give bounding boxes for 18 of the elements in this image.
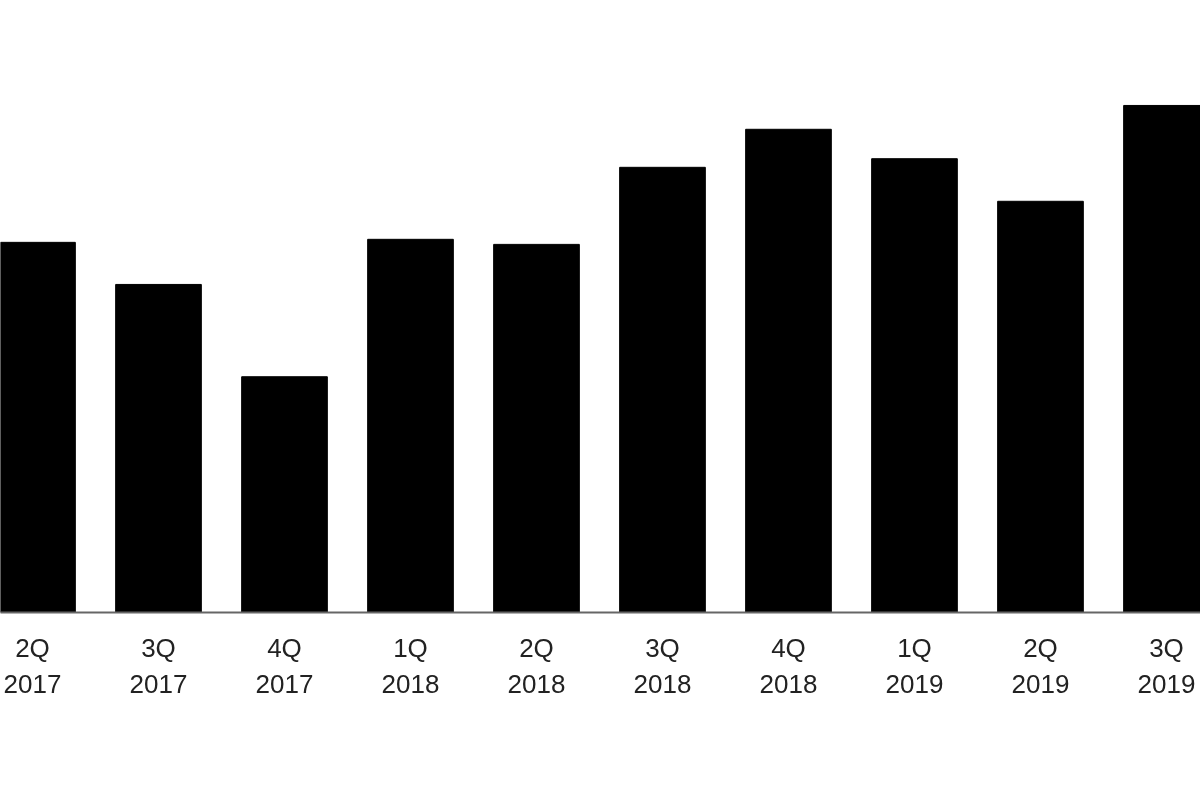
bar (115, 283, 202, 613)
x-tick-label: 4Q 2018 (759, 632, 818, 699)
x-tick-label: 1Q 2018 (381, 632, 440, 699)
x-tick-label: 3Q 2019 (1137, 632, 1196, 699)
bar (367, 238, 454, 613)
bar (871, 158, 958, 613)
bar (619, 166, 706, 613)
x-tick-label: 2Q 2019 (1011, 632, 1070, 699)
x-tick-label: 4Q 2017 (255, 632, 314, 699)
x-tick-label: 2Q 2018 (507, 632, 566, 699)
x-tick-label: 3Q 2018 (633, 632, 692, 699)
bar (241, 376, 328, 613)
x-tick-label: 1Q 2019 (885, 632, 944, 699)
bar (745, 128, 832, 613)
x-tick-label: 3Q 2017 (129, 632, 188, 699)
bar (997, 200, 1084, 613)
x-tick-label: 2Q 2017 (3, 632, 62, 699)
bar (493, 243, 580, 613)
